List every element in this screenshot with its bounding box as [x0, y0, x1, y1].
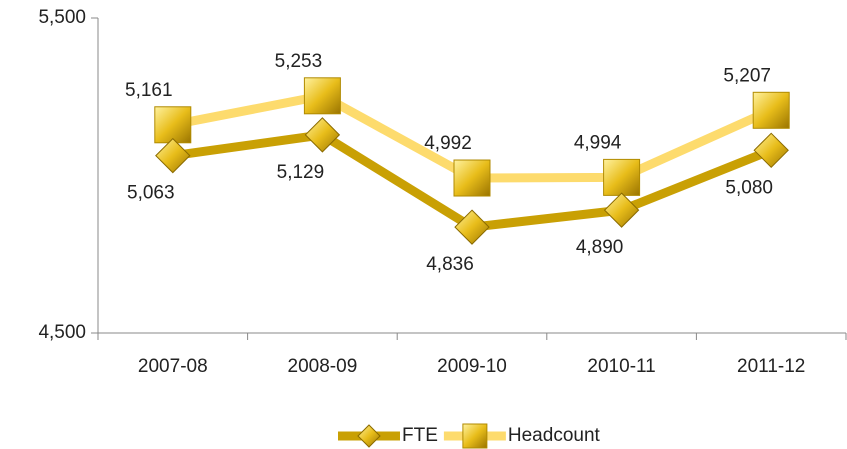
data-label: 4,890 [576, 237, 624, 258]
diamond-marker [304, 117, 341, 153]
square-marker [752, 91, 790, 129]
square-marker [603, 158, 641, 196]
square-marker [453, 159, 491, 197]
data-label: 5,253 [275, 51, 323, 72]
diamond-marker [357, 424, 381, 448]
data-label: 5,063 [127, 183, 175, 204]
x-tick-label: 2011-12 [737, 356, 805, 377]
data-label: 4,994 [574, 132, 622, 153]
x-tick-label: 2009-10 [437, 356, 507, 377]
x-tick-label: 2007-08 [138, 356, 208, 377]
square-marker [303, 77, 341, 115]
data-label: 5,161 [125, 80, 173, 101]
y-tick-label: 4,500 [38, 322, 86, 343]
square-marker [154, 106, 192, 144]
data-label: 5,129 [277, 162, 325, 183]
x-tick-label: 2010-11 [587, 356, 655, 377]
diamond-marker [603, 192, 640, 228]
diamond-marker [454, 209, 490, 245]
data-label: 5,207 [723, 65, 771, 86]
legend-label: FTE [402, 425, 438, 446]
legend-label: Headcount [508, 425, 601, 446]
data-label: 5,080 [725, 177, 773, 198]
y-tick-label: 5,500 [38, 7, 86, 28]
x-tick-label: 2008-09 [288, 356, 358, 377]
square-marker [462, 423, 488, 449]
diamond-marker [155, 137, 191, 174]
data-label: 4,836 [426, 254, 474, 275]
diamond-marker [753, 132, 789, 169]
data-label: 4,992 [424, 133, 472, 154]
